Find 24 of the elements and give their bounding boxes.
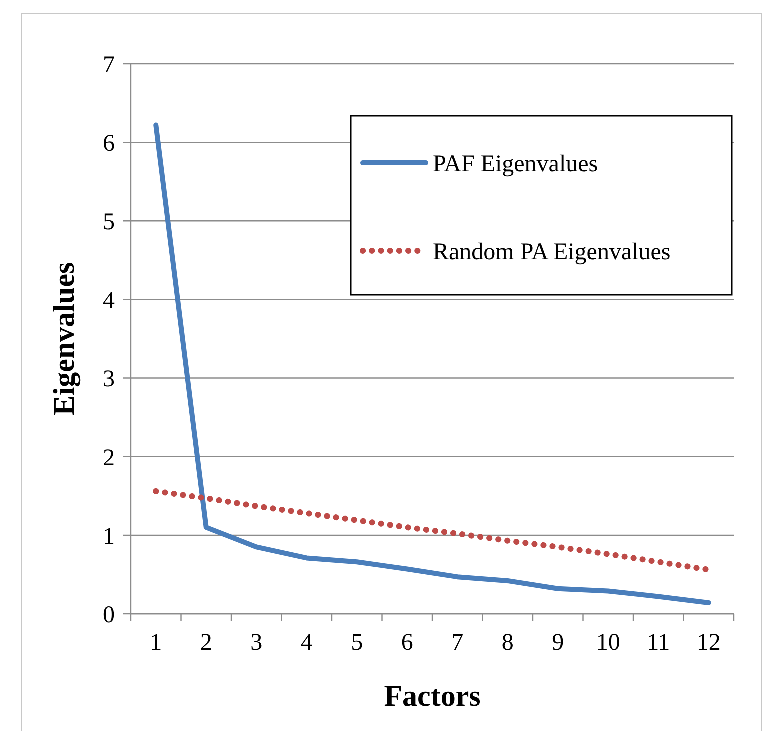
x-tick-label: 1 — [150, 630, 162, 656]
x-tick-label: 8 — [502, 630, 514, 656]
y-tick-label: 7 — [103, 52, 115, 78]
x-tick-label: 12 — [696, 630, 721, 656]
legend-label: PAF Eigenvalues — [433, 151, 598, 178]
x-tick-label: 3 — [250, 630, 263, 656]
y-tick-label: 5 — [103, 210, 115, 236]
x-tick-label: 11 — [647, 630, 670, 656]
x-axis-title: Factors — [384, 680, 481, 713]
y-tick-label: 1 — [103, 524, 115, 550]
x-tick-label: 2 — [200, 630, 212, 656]
x-tick-label: 5 — [351, 630, 364, 656]
y-tick-label: 4 — [103, 288, 115, 314]
y-tick-label: 0 — [103, 602, 115, 628]
x-tick-label: 9 — [552, 630, 564, 656]
x-tick-label: 10 — [596, 630, 620, 656]
y-tick-label: 6 — [103, 130, 115, 157]
y-tick-label: 2 — [103, 445, 115, 472]
y-axis-title: Eigenvalues — [48, 262, 81, 416]
y-tick-label: 3 — [103, 366, 115, 393]
x-tick-label: 4 — [300, 630, 313, 656]
x-tick-label: 7 — [452, 630, 464, 656]
legend-label: Random PA Eigenvalues — [433, 239, 671, 266]
x-tick-label: 6 — [401, 630, 414, 656]
